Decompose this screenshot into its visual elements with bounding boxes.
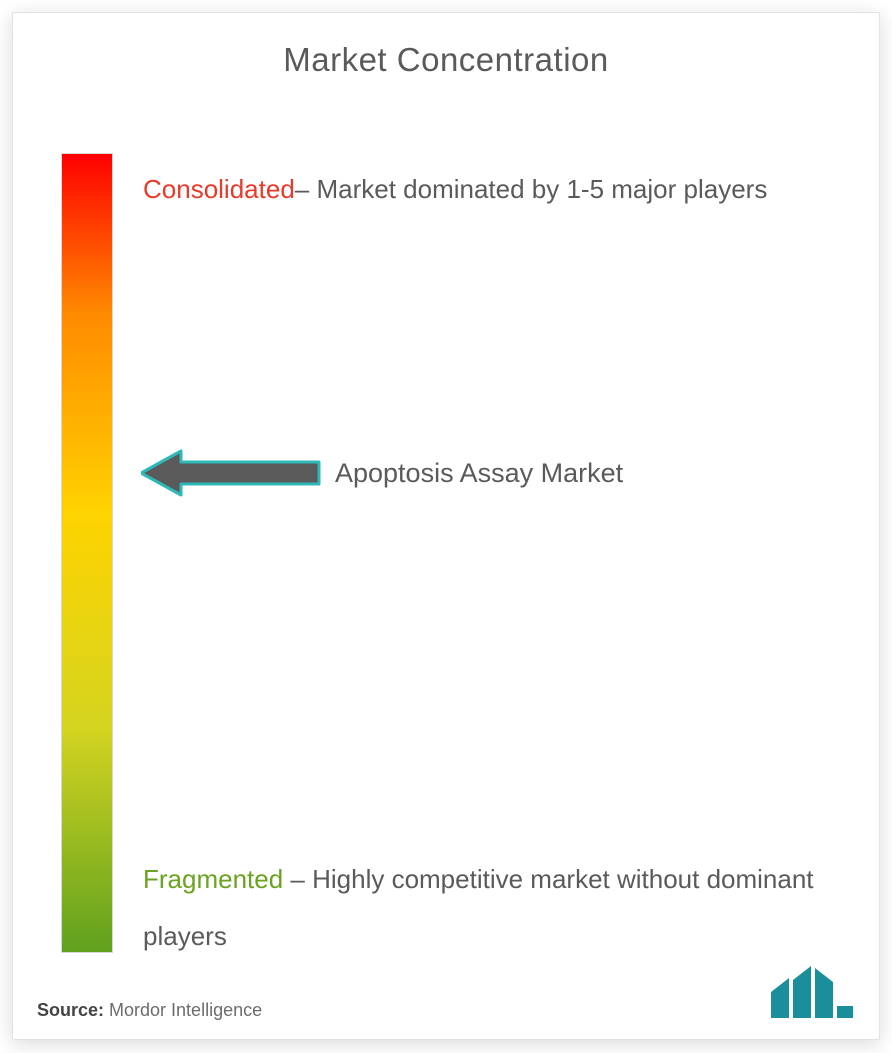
mordor-logo-icon [771, 966, 853, 1023]
fragmented-label: Fragmented [143, 864, 283, 894]
market-position-marker: Apoptosis Assay Market [141, 449, 623, 497]
infographic-card: Market Concentration Consolidated– Marke… [12, 12, 880, 1040]
left-arrow-icon [141, 449, 321, 497]
consolidated-label: Consolidated [143, 174, 295, 204]
consolidated-description: Consolidated– Market dominated by 1-5 ma… [143, 161, 823, 218]
market-name-label: Apoptosis Assay Market [335, 458, 623, 489]
chart-title: Market Concentration [13, 41, 879, 79]
fragmented-description: Fragmented – Highly competitive market w… [143, 851, 863, 965]
concentration-gradient-bar [61, 153, 113, 953]
source-attribution: Source: Mordor Intelligence [37, 1000, 262, 1021]
source-prefix: Source: [37, 1000, 104, 1020]
consolidated-desc-text: – Market dominated by 1-5 major players [295, 174, 768, 204]
source-name: Mordor Intelligence [104, 1000, 262, 1020]
